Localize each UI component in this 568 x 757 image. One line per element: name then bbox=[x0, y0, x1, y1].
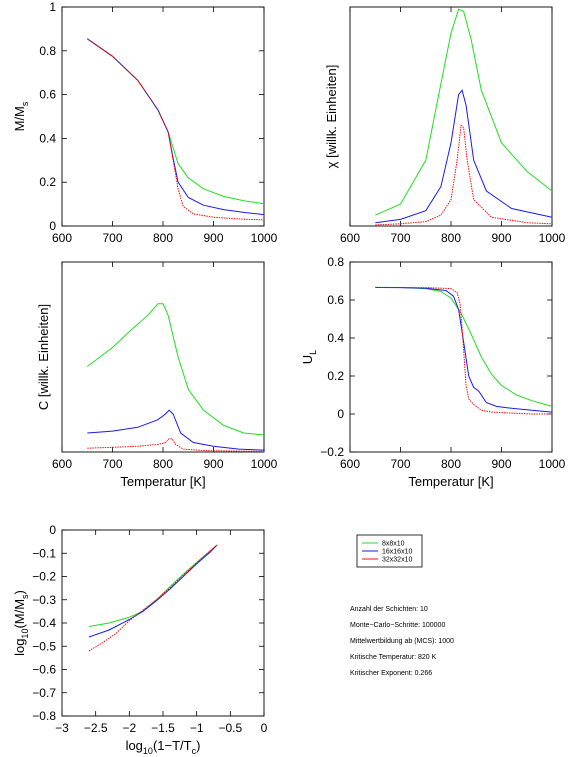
magnetization-series-32x32x10 bbox=[87, 38, 265, 221]
magnetization-y-axis-label: M/Ms bbox=[12, 101, 30, 131]
susceptibility-series-8x8x10 bbox=[375, 8, 553, 216]
binder-cumulant-xtick-label: 700 bbox=[390, 457, 410, 471]
simulation-info: Anzahl der Schichten: 10 Monte−Carlo−Sch… bbox=[350, 606, 454, 677]
susceptibility-series-16x16x10 bbox=[375, 89, 553, 224]
magnetization-xtick-label: 700 bbox=[102, 231, 122, 245]
magnetization-ytick-label: 0.8 bbox=[39, 44, 56, 58]
log-magnetization-xtick-label: −2.5 bbox=[84, 721, 108, 735]
binder-cumulant-x-axis-label: Temperatur [K] bbox=[408, 474, 493, 489]
heat-capacity-xtick-label: 600 bbox=[52, 457, 72, 471]
magnetization-frame bbox=[61, 6, 265, 227]
heat-capacity-y-axis-label: C [willk. Einheiten] bbox=[36, 304, 51, 410]
log-magnetization-ytick-label: −0.1 bbox=[32, 546, 56, 560]
magnetization-ytick-label: 0.2 bbox=[39, 175, 56, 189]
log-magnetization-xtick-label: −1.5 bbox=[151, 721, 175, 735]
heat-capacity-series-32x32x10 bbox=[87, 438, 265, 452]
info-critical-exponent: Kritischer Exponent: 0.266 bbox=[350, 670, 432, 677]
magnetization-xtick-label: 800 bbox=[153, 231, 173, 245]
heat-capacity-series-8x8x10 bbox=[86, 303, 265, 436]
log-magnetization-ytick-label: 0 bbox=[49, 523, 56, 537]
binder-cumulant-frame bbox=[349, 261, 553, 453]
log-magnetization-ytick-label: −0.6 bbox=[32, 663, 56, 677]
binder-cumulant-ytick-label: 0.6 bbox=[327, 293, 344, 307]
magnetization-ytick-label: 0 bbox=[49, 219, 56, 233]
heat-capacity-xtick-label: 900 bbox=[203, 457, 223, 471]
log-magnetization-frame bbox=[61, 529, 265, 717]
heat-capacity-xtick-label: 800 bbox=[153, 457, 173, 471]
log-magnetization-x-axis-label: log10(1−T/Tc) bbox=[126, 738, 201, 756]
heat-capacity-xtick-label: 700 bbox=[102, 457, 122, 471]
binder-cumulant-xtick-label: 1000 bbox=[539, 457, 566, 471]
binder-cumulant-series-32x32x10 bbox=[375, 287, 552, 415]
binder-cumulant-ytick-label: 0.4 bbox=[327, 331, 344, 345]
binder-cumulant-plot: 600 700 800 900 1000 −0.2 0 0.2 0.4 0.6 0.8 UL Tempe… bbox=[300, 255, 566, 489]
binder-cumulant-xtick-label: 900 bbox=[491, 457, 511, 471]
binder-cumulant-ytick-label: 0.2 bbox=[327, 369, 344, 383]
log-magnetization-xtick-label: −1 bbox=[190, 721, 204, 735]
susceptibility-y-axis-label: χ [willk. Einheiten] bbox=[324, 65, 339, 169]
binder-cumulant-xtick-label: 800 bbox=[441, 457, 461, 471]
log-magnetization-xtick-label: −0.5 bbox=[218, 721, 242, 735]
binder-cumulant-xtick-label: 600 bbox=[340, 457, 360, 471]
magnetization-xtick-label: 600 bbox=[52, 231, 72, 245]
susceptibility-plot: 600 700 800 900 1000 χ [willk. Einheiten] bbox=[324, 6, 566, 245]
info-critical-temperature: Kritische Temperatur: 820 K bbox=[350, 654, 437, 661]
info-mc-steps: Monte−Carlo−Schritte: 100000 bbox=[350, 622, 445, 629]
susceptibility-xtick-label: 700 bbox=[390, 231, 410, 245]
log-magnetization-series-32x32x10 bbox=[88, 544, 218, 652]
magnetization-ytick-label: 0.4 bbox=[39, 131, 56, 145]
legend: 8x8x10 16x16x10 32x32x10 bbox=[356, 534, 423, 568]
magnetization-series-16x16x10 bbox=[87, 38, 265, 216]
log-magnetization-plot: −3 −2.5 −2 −1.5 −1 −0.5 0 −0.8 −0.7 −0.6 −0.5 −0.4 −… bbox=[12, 523, 268, 756]
log-magnetization-ytick-label: −0.2 bbox=[32, 570, 56, 584]
legend-label-32x32x10: 32x32x10 bbox=[382, 557, 412, 564]
log-magnetization-xtick-label: −2 bbox=[122, 721, 136, 735]
log-magnetization-y-axis-label: log10(M/Ms) bbox=[12, 590, 30, 656]
heat-capacity-xtick-label: 1000 bbox=[251, 457, 278, 471]
log-magnetization-xtick-label: 0 bbox=[261, 721, 268, 735]
heat-capacity-plot: 600 700 800 900 1000 C [willk. Einheiten] Temp… bbox=[36, 261, 278, 489]
binder-cumulant-series-16x16x10 bbox=[375, 287, 553, 413]
log-magnetization-ytick-label: −0.7 bbox=[32, 686, 56, 700]
binder-cumulant-y-axis-label: UL bbox=[300, 350, 318, 364]
log-magnetization-series-8x8x10 bbox=[88, 544, 218, 627]
log-magnetization-ytick-label: −0.4 bbox=[32, 616, 56, 630]
log-magnetization-ytick-label: −0.3 bbox=[32, 593, 56, 607]
info-layers: Anzahl der Schichten: 10 bbox=[350, 606, 428, 613]
susceptibility-xtick-label: 900 bbox=[491, 231, 511, 245]
binder-cumulant-ytick-label: 0 bbox=[337, 407, 344, 421]
magnetization-xtick-label: 1000 bbox=[251, 231, 278, 245]
magnetization-xtick-label: 900 bbox=[203, 231, 223, 245]
log-magnetization-series-16x16x10 bbox=[88, 544, 218, 638]
magnetization-plot: 600 700 800 900 1000 0 0.2 0.4 0.6 0.8 1 M/Ms bbox=[12, 0, 278, 245]
log-magnetization-ytick-label: −0.5 bbox=[32, 639, 56, 653]
magnetization-ytick-label: 0.6 bbox=[39, 88, 56, 102]
susceptibility-xtick-label: 800 bbox=[441, 231, 461, 245]
magnetization-series-8x8x10 bbox=[87, 38, 265, 205]
log-magnetization-ytick-label: −0.8 bbox=[32, 709, 56, 723]
log-magnetization-xtick-label: −3 bbox=[55, 721, 69, 735]
binder-cumulant-ytick-label: −0.2 bbox=[320, 445, 344, 459]
legend-label-8x8x10: 8x8x10 bbox=[382, 541, 405, 548]
susceptibility-xtick-label: 1000 bbox=[539, 231, 566, 245]
info-averaging-start: Mittelwertbildung ab (MCS): 1000 bbox=[350, 638, 454, 645]
heat-capacity-frame bbox=[61, 261, 265, 453]
susceptibility-xtick-label: 600 bbox=[340, 231, 360, 245]
susceptibility-series-32x32x10 bbox=[375, 124, 553, 226]
legend-label-16x16x10: 16x16x10 bbox=[382, 549, 412, 556]
heat-capacity-x-axis-label: Temperatur [K] bbox=[120, 474, 205, 489]
susceptibility-frame bbox=[349, 6, 553, 227]
binder-cumulant-ytick-label: 0.8 bbox=[327, 255, 344, 269]
heat-capacity-series-16x16x10 bbox=[87, 409, 265, 451]
magnetization-ytick-label: 1 bbox=[49, 0, 56, 14]
